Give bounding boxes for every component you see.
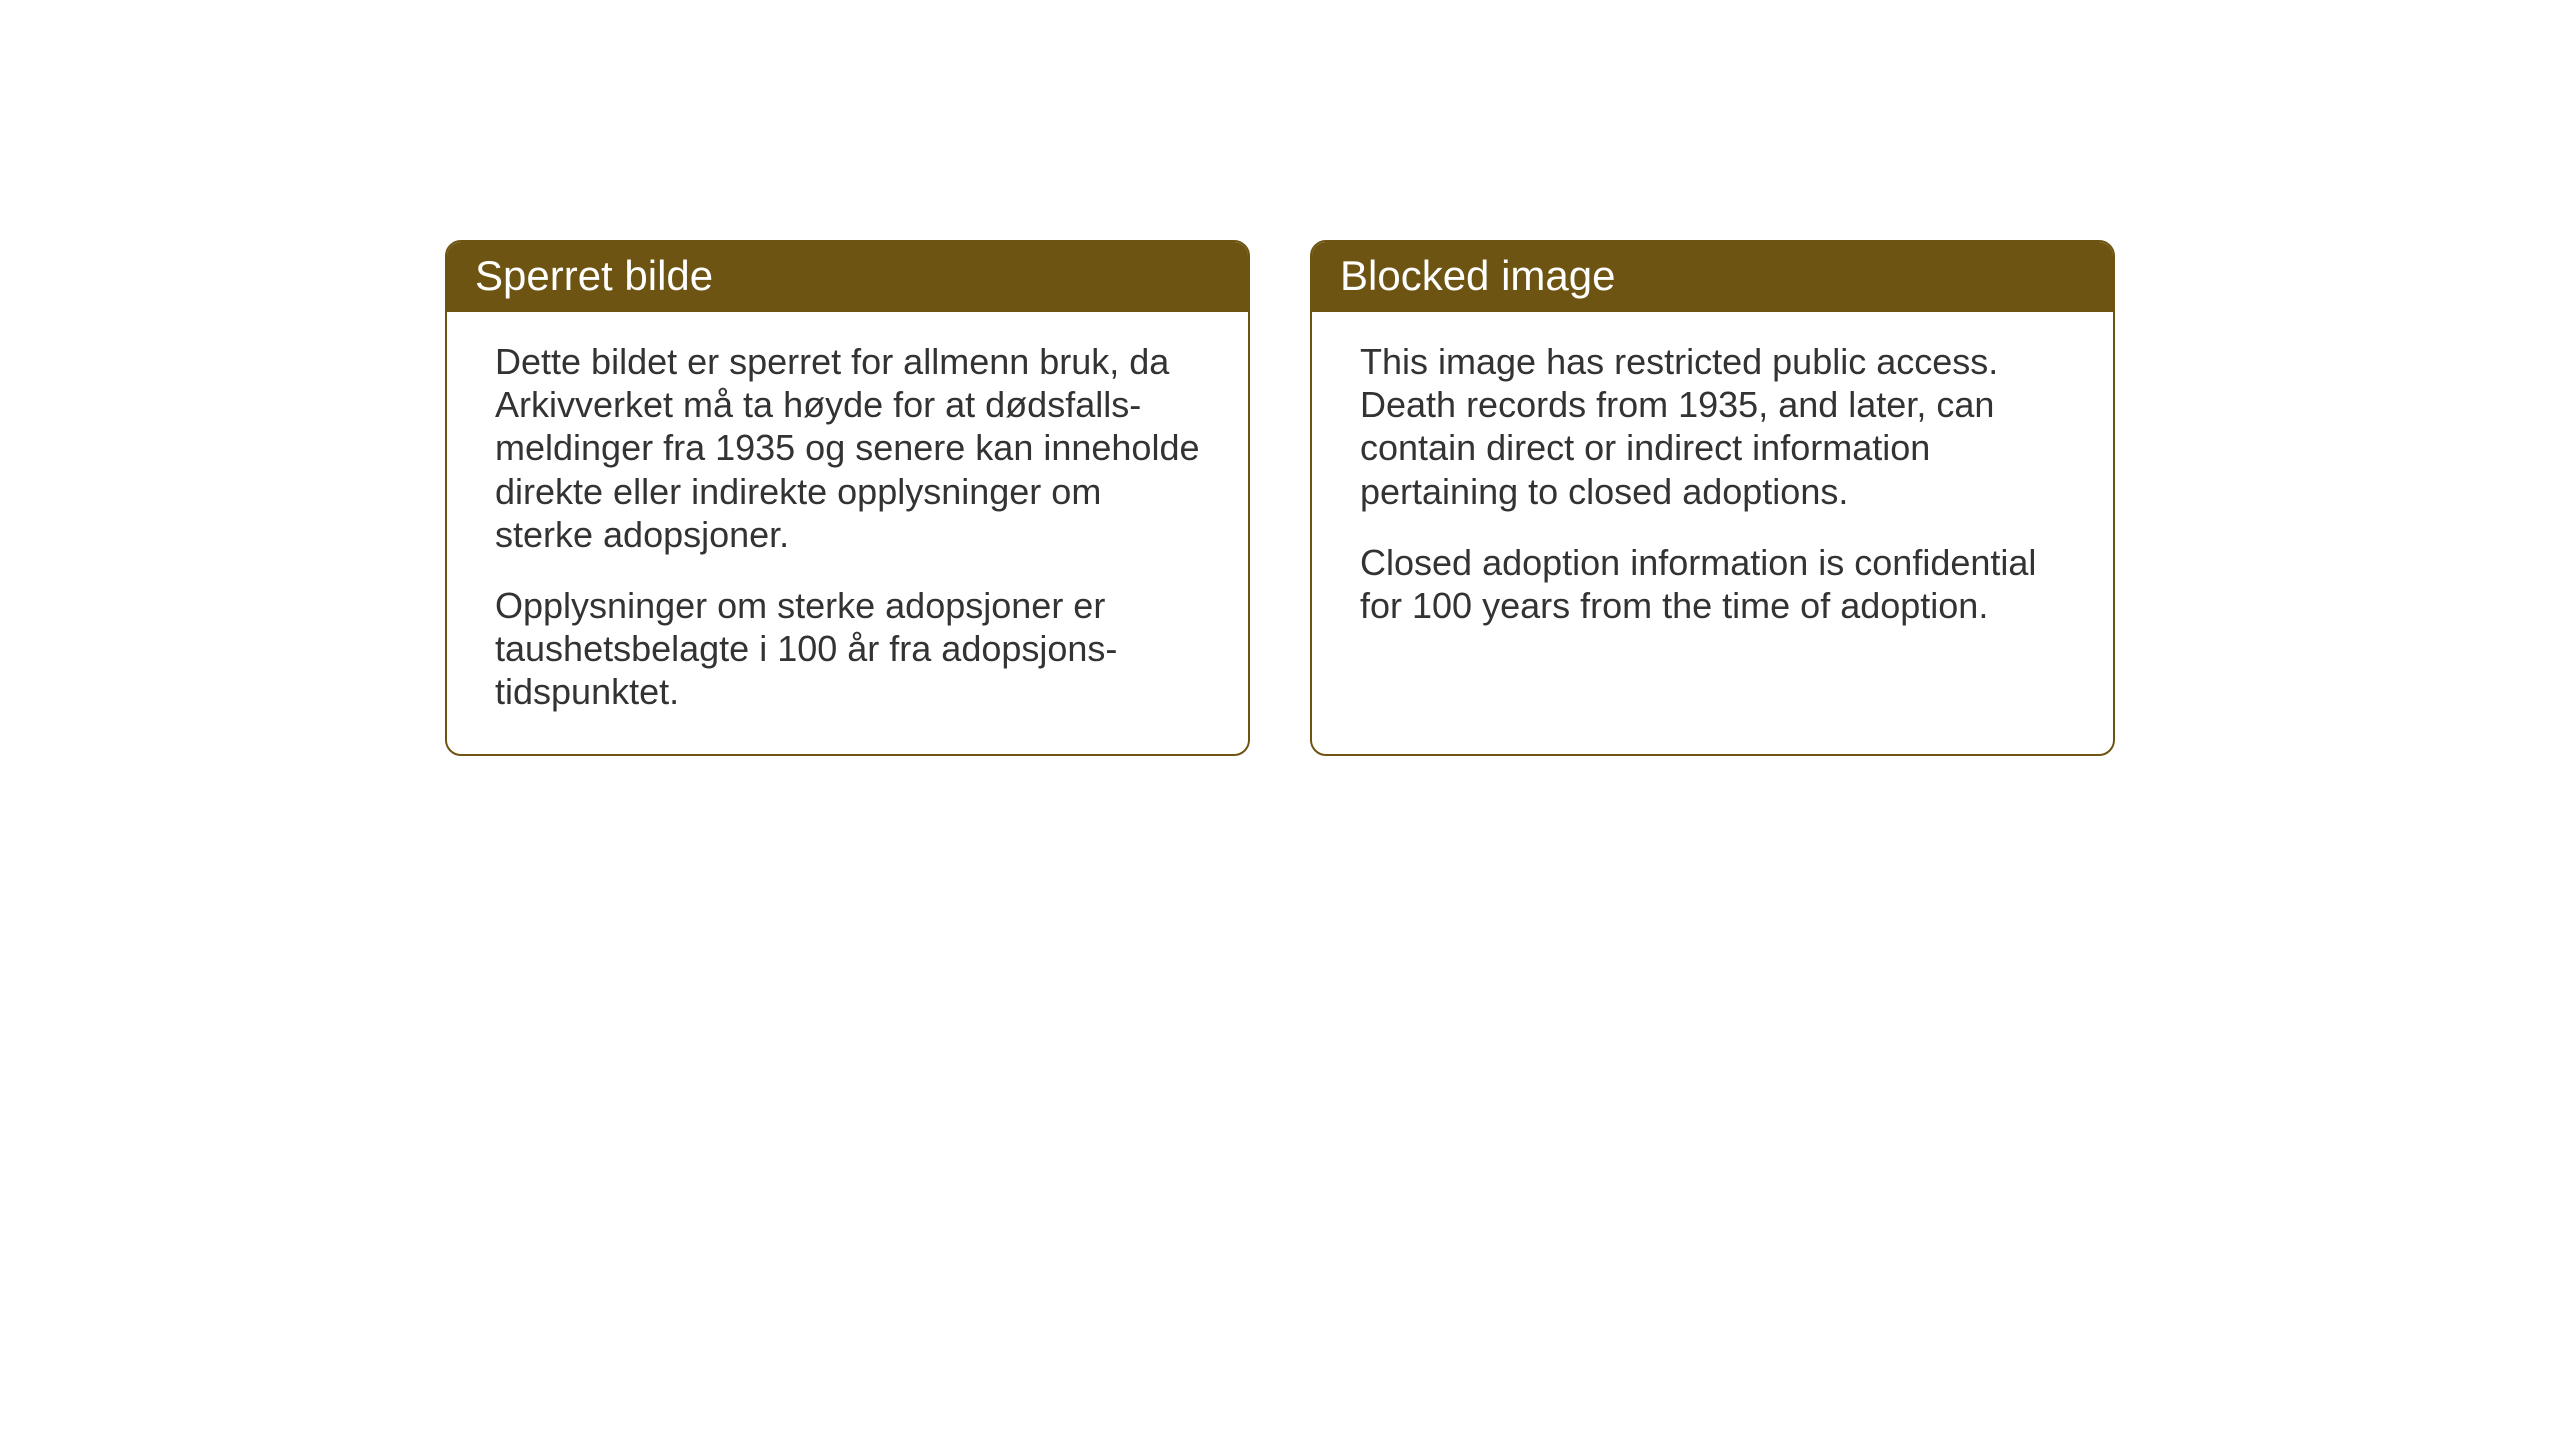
card-english-paragraph-1: This image has restricted public access.… bbox=[1360, 340, 2065, 513]
card-english-header: Blocked image bbox=[1312, 242, 2113, 312]
cards-container: Sperret bilde Dette bildet er sperret fo… bbox=[445, 240, 2115, 756]
card-norwegian-paragraph-2: Opplysninger om sterke adopsjoner er tau… bbox=[495, 584, 1200, 714]
card-norwegian: Sperret bilde Dette bildet er sperret fo… bbox=[445, 240, 1250, 756]
card-english-paragraph-2: Closed adoption information is confident… bbox=[1360, 541, 2065, 627]
card-english-body: This image has restricted public access.… bbox=[1312, 312, 2113, 667]
card-norwegian-header: Sperret bilde bbox=[447, 242, 1248, 312]
card-norwegian-paragraph-1: Dette bildet er sperret for allmenn bruk… bbox=[495, 340, 1200, 556]
card-english: Blocked image This image has restricted … bbox=[1310, 240, 2115, 756]
card-norwegian-body: Dette bildet er sperret for allmenn bruk… bbox=[447, 312, 1248, 754]
